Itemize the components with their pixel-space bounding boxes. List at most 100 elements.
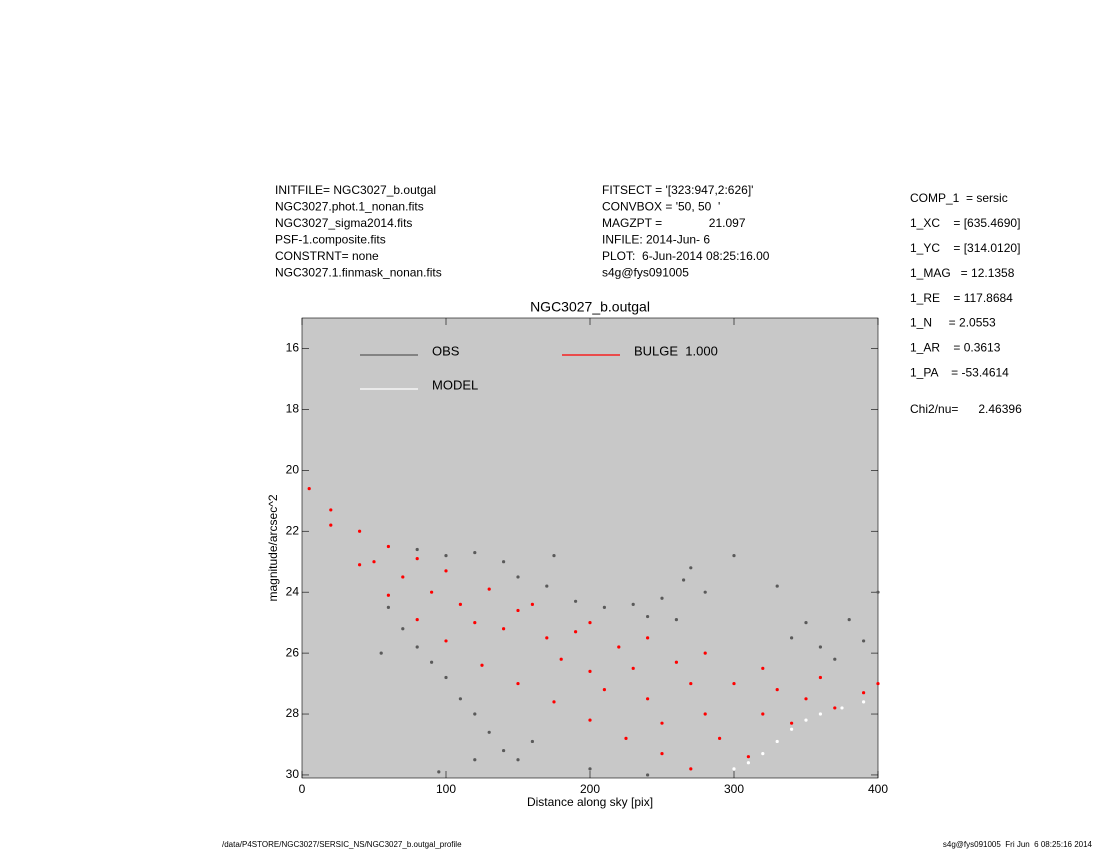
point [444, 569, 448, 573]
point [862, 691, 866, 695]
header-middle-line: CONVBOX = '50, 50 ' [602, 200, 720, 214]
x-tick-label: 300 [724, 782, 744, 796]
point [444, 675, 448, 680]
point [307, 486, 311, 491]
footer-path: /data/P4STORE/NGC3027/SERSIC_NS/NGC3027_… [222, 840, 462, 849]
point [386, 605, 390, 610]
point [473, 550, 477, 555]
point [775, 584, 779, 588]
point [415, 617, 419, 622]
point [502, 748, 506, 753]
point [818, 645, 823, 649]
point [775, 739, 779, 744]
header-right-line: 1_PA = -53.4614 [910, 365, 1009, 379]
header-left-line: INITFILE= NGC3027_b.outgal [275, 183, 436, 197]
x-tick-label: 0 [299, 782, 306, 796]
point [401, 627, 405, 631]
header-left-line: NGC3027.1.finmask_nonan.fits [275, 266, 442, 280]
y-tick-label: 18 [286, 402, 300, 416]
point [761, 752, 765, 756]
point [790, 727, 794, 731]
point [480, 663, 484, 667]
chart-title: NGC3027_b.outgal [530, 299, 650, 315]
point [775, 688, 779, 692]
header-right-line: 1_MAG = 12.1358 [910, 266, 1015, 280]
point [689, 767, 693, 771]
point [790, 636, 794, 640]
point [430, 590, 434, 594]
header-right-line: 1_N = 2.0553 [910, 316, 996, 330]
point [574, 599, 578, 603]
point [487, 730, 491, 734]
point [372, 560, 376, 564]
header-left-line: PSF-1.composite.fits [275, 233, 386, 247]
point [703, 651, 707, 655]
point [358, 563, 362, 567]
point [646, 773, 650, 777]
point [329, 508, 333, 512]
point [588, 718, 592, 722]
point [458, 697, 462, 701]
point [516, 681, 520, 686]
point [530, 739, 535, 744]
point [437, 770, 441, 774]
point [876, 590, 880, 594]
point [415, 547, 419, 552]
point [718, 736, 722, 740]
point [473, 758, 477, 762]
point [646, 614, 650, 619]
point [804, 718, 808, 722]
point [876, 681, 880, 686]
point [358, 529, 362, 533]
point [545, 584, 549, 588]
point [458, 602, 462, 606]
point [415, 557, 419, 561]
point [473, 712, 477, 716]
point [804, 621, 808, 625]
point [674, 617, 679, 622]
point [732, 767, 736, 771]
point [682, 578, 686, 582]
point [386, 544, 390, 549]
footer-stamp: s4g@fys091005 Fri Jun 6 08:25:16 2014 [943, 840, 1093, 849]
header-left-line: NGC3027_sigma2014.fits [275, 216, 412, 230]
point [487, 587, 491, 591]
point [516, 758, 520, 762]
point [617, 645, 621, 649]
point [588, 767, 592, 771]
point [703, 712, 707, 716]
y-tick-label: 22 [286, 523, 300, 537]
y-tick-label: 30 [286, 767, 300, 781]
point [631, 602, 635, 606]
plot-area [301, 317, 879, 779]
point [660, 596, 664, 600]
point [646, 697, 650, 701]
legend-label: OBS [432, 343, 460, 358]
header-right-line: 1_AR = 0.3613 [910, 341, 1001, 355]
point [833, 657, 837, 661]
header-right-line: 1_XC = [635.4690] [910, 216, 1020, 230]
point [516, 575, 520, 579]
point [386, 593, 390, 597]
point [833, 706, 837, 710]
x-axis-label: Distance along sky [pix] [527, 795, 653, 809]
point [818, 675, 823, 680]
point [329, 523, 333, 527]
point [559, 657, 563, 661]
header-right-line: COMP_1 = sersic [910, 191, 1008, 205]
y-axis-label: magnitude/arcsec^2 [266, 494, 280, 601]
point [703, 590, 707, 594]
point [588, 621, 592, 625]
point [530, 602, 535, 606]
point [502, 627, 506, 631]
y-tick-label: 24 [286, 584, 300, 598]
point [574, 630, 578, 634]
point [624, 736, 628, 740]
header-middle-line: MAGZPT = 21.097 [602, 216, 746, 230]
point [790, 721, 794, 725]
point [862, 639, 866, 643]
point [602, 605, 607, 610]
point [588, 669, 592, 673]
point [646, 636, 650, 640]
